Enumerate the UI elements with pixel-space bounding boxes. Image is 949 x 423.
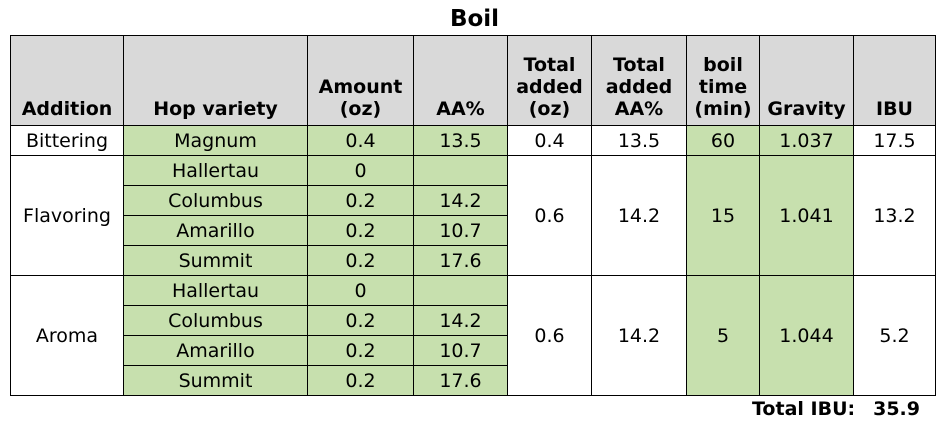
total-aa-cell: 14.2 (591, 155, 687, 276)
amount-cell[interactable]: 0.2 (307, 215, 414, 246)
total-ibu-value: 35.9 (873, 398, 920, 420)
header-row: Addition Hop variety Amount (oz) AA% Tot… (10, 35, 936, 126)
table-title: Boil (449, 6, 500, 32)
amount-cell[interactable]: 0.2 (307, 185, 414, 216)
aa-cell[interactable]: 10.7 (413, 215, 508, 246)
header-ibu: IBU (853, 35, 936, 126)
amount-cell[interactable]: 0.4 (307, 125, 414, 156)
boil-time-cell[interactable]: 15 (686, 155, 760, 276)
aa-cell[interactable]: 13.5 (413, 125, 508, 156)
aa-cell[interactable]: 17.6 (413, 365, 508, 396)
aa-cell[interactable]: 14.2 (413, 185, 508, 216)
hop-variety-cell[interactable]: Columbus (123, 185, 308, 216)
header-boil-time: boil time (min) (686, 35, 760, 126)
total-added-cell: 0.6 (507, 275, 592, 396)
boil-hop-table: Addition Hop variety Amount (oz) AA% Tot… (10, 35, 936, 396)
table-row: Summit 0.2 17.6 (11, 365, 936, 396)
total-aa-cell: 13.5 (591, 125, 687, 156)
header-total-added: Total added (oz) (507, 35, 592, 126)
hop-variety-cell[interactable]: Columbus (123, 305, 308, 336)
aa-cell[interactable] (413, 155, 508, 186)
amount-cell[interactable]: 0.2 (307, 305, 414, 336)
aa-cell[interactable]: 10.7 (413, 335, 508, 366)
table-row: Bittering Magnum 0.4 13.5 0.4 13.5 60 1.037 17.5 (10, 125, 936, 156)
header-addition: Addition (10, 35, 124, 126)
aa-cell[interactable] (413, 275, 508, 306)
table-row: Amarillo 0.2 10.7 (11, 215, 936, 246)
amount-cell[interactable]: 0.2 (307, 365, 414, 396)
amount-cell[interactable]: 0.2 (307, 245, 414, 276)
aa-cell[interactable]: 17.6 (413, 245, 508, 276)
total-aa-cell: 14.2 (591, 275, 687, 396)
header-amount: Amount (oz) (307, 35, 414, 126)
ibu-cell: 13.2 (853, 155, 936, 276)
boil-time-cell[interactable]: 5 (686, 275, 760, 396)
table-row: Flavoring Hallertau 0 0.6 14.2 15 1.041 13.2 (10, 155, 936, 276)
hop-variety-cell[interactable]: Amarillo (123, 335, 308, 366)
hop-variety-cell[interactable]: Summit (123, 365, 308, 396)
hop-variety-cell[interactable]: Hallertau (123, 155, 308, 186)
header-total-aa: Total added AA% (591, 35, 687, 126)
gravity-cell[interactable]: 1.041 (759, 155, 854, 276)
boil-time-cell[interactable]: 60 (686, 125, 760, 156)
addition-cell: Flavoring (10, 155, 124, 276)
total-added-cell: 0.6 (507, 155, 592, 276)
gravity-cell[interactable]: 1.037 (759, 125, 854, 156)
hop-variety-cell[interactable]: Magnum (123, 125, 308, 156)
amount-cell[interactable]: 0 (307, 275, 414, 306)
table-row: Amarillo 0.2 10.7 (11, 335, 936, 366)
addition-cell: Aroma (10, 275, 124, 396)
table-row: Columbus 0.2 14.2 (11, 305, 936, 336)
table-row: Aroma Hallertau 0 0.6 14.2 5 1.044 5.2 (10, 275, 936, 396)
gravity-cell[interactable]: 1.044 (759, 275, 854, 396)
header-hop-variety: Hop variety (123, 35, 308, 126)
hop-variety-cell[interactable]: Hallertau (123, 275, 308, 306)
table-row: Columbus 0.2 14.2 (11, 185, 936, 216)
total-ibu-label: Total IBU: (752, 398, 856, 420)
aa-cell[interactable]: 14.2 (413, 305, 508, 336)
hop-variety-cell[interactable]: Amarillo (123, 215, 308, 246)
table-body: Bittering Magnum 0.4 13.5 0.4 13.5 60 1.037 17.5… (10, 125, 936, 396)
header-aa: AA% (413, 35, 508, 126)
header-gravity: Gravity (759, 35, 854, 126)
ibu-cell: 17.5 (853, 125, 936, 156)
table-row: Summit 0.2 17.6 (11, 245, 936, 276)
addition-cell: Bittering (10, 125, 124, 156)
amount-cell[interactable]: 0 (307, 155, 414, 186)
ibu-cell: 5.2 (853, 275, 936, 396)
total-added-cell: 0.4 (507, 125, 592, 156)
hop-variety-cell[interactable]: Summit (123, 245, 308, 276)
amount-cell[interactable]: 0.2 (307, 335, 414, 366)
total-ibu: Total IBU: 35.9 (752, 398, 920, 420)
